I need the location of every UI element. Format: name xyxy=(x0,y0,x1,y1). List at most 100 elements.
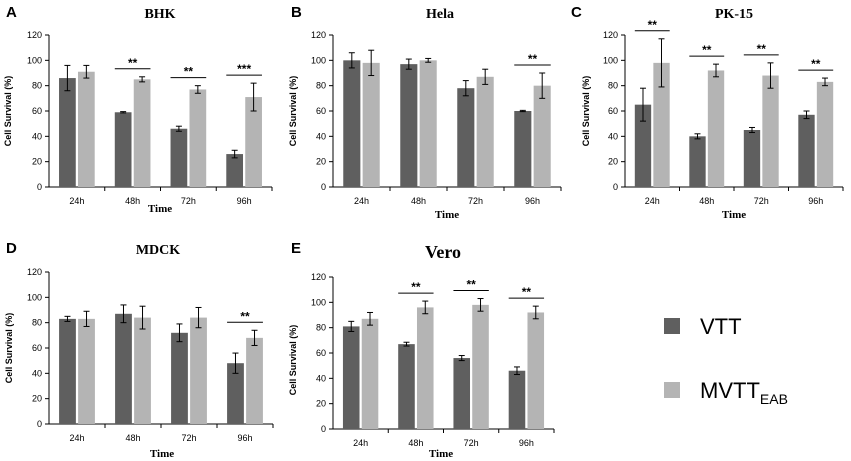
y-axis-label: Cell Survival (%) xyxy=(288,325,298,396)
x-tick-label: 48h xyxy=(125,433,140,443)
x-tick-label: 96h xyxy=(808,196,823,206)
y-tick-label: 80 xyxy=(316,323,326,333)
y-tick-label: 60 xyxy=(32,106,42,116)
bar-vtt xyxy=(689,136,706,187)
x-axis-label: Time xyxy=(148,203,172,215)
x-tick-label: 96h xyxy=(519,438,534,448)
x-axis-label: Time xyxy=(150,448,174,460)
significance-label: ** xyxy=(522,285,532,299)
y-tick-label: 0 xyxy=(321,182,326,192)
y-tick-label: 40 xyxy=(316,373,326,383)
panel-letter: B xyxy=(291,4,302,21)
y-tick-label: 60 xyxy=(608,106,618,116)
bar-vtt xyxy=(400,64,418,187)
y-axis-label: Cell Survival (%) xyxy=(288,76,298,147)
panel-letter: E xyxy=(291,240,301,257)
bar-mvtt-eab xyxy=(707,70,725,187)
plot-area: 0 20 40 60 80 100 120 24h 48h ** 72h ** 96h *** xyxy=(27,30,273,206)
chart-title: PK-15 xyxy=(715,7,753,22)
y-tick-label: 20 xyxy=(32,157,42,167)
bar-mvtt-eab xyxy=(245,97,262,187)
y-tick-label: 100 xyxy=(311,55,326,65)
x-tick-label: 96h xyxy=(237,196,252,206)
y-tick-label: 120 xyxy=(603,30,618,40)
y-axis-label: Cell Survival (%) xyxy=(3,76,13,147)
bar-vtt xyxy=(227,363,244,424)
bar-mvtt-eab xyxy=(816,81,834,187)
bar-mvtt-eab xyxy=(246,337,263,424)
y-tick-label: 120 xyxy=(27,267,42,277)
y-tick-label: 60 xyxy=(32,343,42,353)
bar-mvtt-eab xyxy=(533,85,551,187)
bar-mvtt-eab xyxy=(78,318,95,424)
plots: 0 20 40 60 80 100 120 24h 48h ** 72h ** 96h *** 0 20 40 6… xyxy=(27,18,844,448)
bar-mvtt-eab xyxy=(189,89,207,187)
bar-vtt xyxy=(342,326,360,429)
y-tick-label: 100 xyxy=(27,55,42,65)
x-axis-label: Time xyxy=(722,209,746,221)
y-tick-label: 0 xyxy=(613,182,618,192)
significance-label: ** xyxy=(466,278,476,292)
bar-vtt xyxy=(508,370,526,429)
plot-area: 0 20 40 60 80 100 120 24h 48h 72h 96h ** xyxy=(27,267,274,443)
bar-mvtt-eab xyxy=(77,71,95,187)
legend-swatch-mvtt-eab xyxy=(664,382,680,398)
panel-mdck: D MDCK Cell Survival (%) Time xyxy=(4,240,180,460)
significance-label: ** xyxy=(184,65,194,79)
bar-mvtt-eab xyxy=(416,307,434,429)
panel-letter: D xyxy=(6,240,17,257)
bar-vtt xyxy=(798,114,815,187)
y-tick-label: 0 xyxy=(37,182,42,192)
bar-vtt xyxy=(634,104,652,187)
bar-vtt xyxy=(115,313,132,424)
y-tick-label: 20 xyxy=(32,394,42,404)
bar-mvtt-eab xyxy=(362,62,380,187)
bar-vtt xyxy=(59,318,76,424)
bar-vtt xyxy=(114,112,132,187)
legend-label-base: MVTT xyxy=(700,378,760,403)
bar-mvtt-eab xyxy=(361,318,379,429)
y-tick-label: 20 xyxy=(316,399,326,409)
y-tick-label: 100 xyxy=(311,297,326,307)
bar-vtt xyxy=(457,88,475,187)
y-tick-label: 100 xyxy=(27,292,42,302)
bar-mvtt-eab xyxy=(133,79,151,187)
panel-hela: B Hela Cell Survival (%) Time xyxy=(288,4,459,221)
bar-vtt xyxy=(514,111,532,187)
y-tick-label: 60 xyxy=(316,106,326,116)
plot-area: 0 20 40 60 80 100 120 24h 48h 72h 96h ** xyxy=(311,30,562,206)
x-tick-label: 72h xyxy=(464,438,479,448)
x-tick-label: 24h xyxy=(353,438,368,448)
x-tick-label: 96h xyxy=(237,433,252,443)
chart-title: Hela xyxy=(426,7,454,22)
panel-bhk: A BHK Cell Survival (%) Time xyxy=(3,4,176,215)
y-tick-label: 120 xyxy=(27,30,42,40)
bar-vtt xyxy=(226,154,244,187)
x-tick-label: 48h xyxy=(699,196,714,206)
plot-area: 0 20 40 60 80 100 120 24h 48h ** 72h ** 96h ** xyxy=(311,272,555,448)
y-axis-label: Cell Survival (%) xyxy=(581,76,591,147)
y-tick-label: 0 xyxy=(321,424,326,434)
legend-label-subscript: EAB xyxy=(760,391,788,407)
x-tick-label: 24h xyxy=(69,433,84,443)
significance-label: *** xyxy=(237,62,251,76)
bar-mvtt-eab xyxy=(527,312,545,429)
y-tick-label: 80 xyxy=(608,81,618,91)
legend-label-vtt: VTT xyxy=(700,314,742,339)
bar-vtt xyxy=(743,130,761,187)
chart-title: Vero xyxy=(425,242,461,262)
panel-letter: C xyxy=(571,4,582,21)
y-tick-label: 0 xyxy=(37,419,42,429)
significance-label: ** xyxy=(757,42,767,56)
significance-label: ** xyxy=(240,309,250,323)
panel-pk15: C PK-15 Cell Survival (%) Time xyxy=(571,4,753,221)
bar-vtt xyxy=(171,332,188,424)
chart-title: BHK xyxy=(144,7,175,22)
significance-label: ** xyxy=(702,43,712,57)
significance-label: ** xyxy=(128,56,138,70)
bar-mvtt-eab xyxy=(762,75,779,187)
x-tick-label: 24h xyxy=(69,196,84,206)
bar-mvtt-eab xyxy=(419,60,437,188)
x-tick-label: 72h xyxy=(754,196,769,206)
